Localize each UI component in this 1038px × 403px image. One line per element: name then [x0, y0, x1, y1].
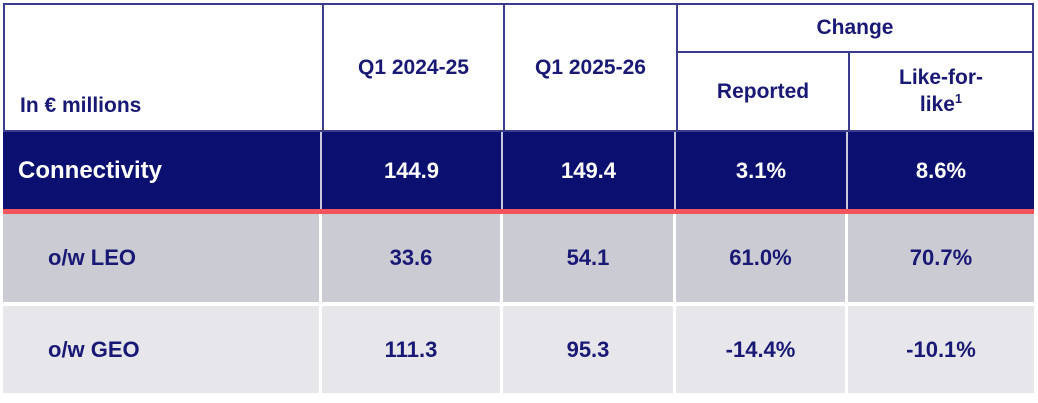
row-label: o/w GEO: [3, 306, 322, 393]
value-change-lfl: 8.6%: [915, 157, 967, 183]
value-change-reported: 3.1%: [676, 132, 848, 209]
row-separator: [3, 302, 1034, 306]
value-change-lfl: -10.1%: [906, 336, 976, 362]
value-q1-prev: 111.3: [322, 306, 503, 393]
table-row-geo: o/w GEO 111.3 95.3 -14.4% -10.1%: [3, 306, 1034, 393]
like-for-like-label: Like-for-like1: [899, 66, 983, 116]
value-q1-curr: 54.1: [503, 214, 676, 302]
header-col-like-for-like: Like-for-like1: [848, 53, 1032, 130]
header-col-q1-2025-26: Q1 2025-26: [503, 5, 676, 130]
header-col-q1-2024-25: Q1 2024-25: [322, 5, 503, 130]
header-col-reported: Reported: [676, 53, 848, 130]
reported-label: Reported: [716, 79, 810, 103]
row-label: Connectivity: [3, 132, 322, 209]
value-q1-curr: 95.3: [503, 306, 676, 393]
unit-label-text: In € millions: [20, 94, 142, 117]
value-q1-curr: 149.4: [503, 132, 676, 209]
table-header: In € millions Q1 2024-25 Q1 2025-26 Chan…: [3, 3, 1034, 132]
change-group-label: Change: [816, 16, 894, 39]
table-row-connectivity: Connectivity 144.9 149.4 3.1% 8.6%: [3, 132, 1034, 209]
header-unit-label: In € millions: [5, 5, 322, 130]
value-change-lfl: 70.7%: [909, 245, 973, 270]
value-q1-prev: 144.9: [322, 132, 503, 209]
q1-curr-label: Q1 2025-26: [535, 55, 646, 79]
header-change-group: Change: [676, 5, 1032, 53]
table-row-leo: o/w LEO 33.6 54.1 61.0% 70.7%: [3, 214, 1034, 302]
value-q1-prev: 33.6: [322, 214, 503, 302]
footnote-marker: 1: [954, 90, 963, 106]
value-change-reported: -14.4%: [676, 306, 848, 393]
value-change-reported: 61.0%: [676, 214, 848, 302]
row-label: o/w LEO: [3, 214, 322, 302]
financial-results-table: In € millions Q1 2024-25 Q1 2025-26 Chan…: [3, 3, 1034, 393]
q1-prev-label: Q1 2024-25: [358, 55, 469, 79]
red-divider-line: [3, 209, 1034, 214]
